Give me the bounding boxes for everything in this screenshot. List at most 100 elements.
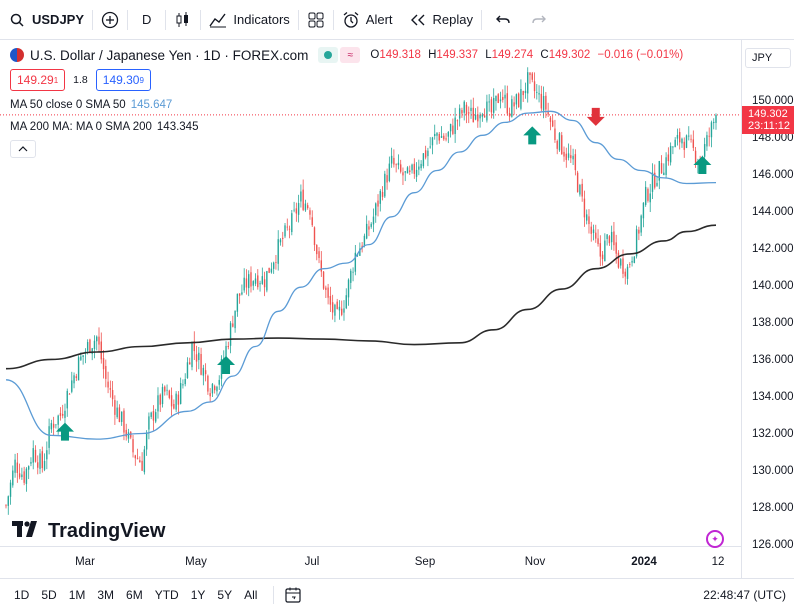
candle-up xyxy=(488,101,490,103)
candle-up xyxy=(640,215,642,233)
utc-clock[interactable]: 22:48:47 (UTC) xyxy=(703,588,786,602)
candle-down xyxy=(164,386,166,392)
toolbar-divider xyxy=(200,9,202,30)
chart-type-button[interactable] xyxy=(166,0,200,40)
candle-up xyxy=(631,260,633,263)
candle-up xyxy=(297,203,300,215)
toolbar-divider xyxy=(297,9,299,30)
candle-down xyxy=(399,164,402,172)
range-ytd[interactable]: YTD xyxy=(154,588,179,602)
alert-button[interactable]: Alert xyxy=(334,0,401,40)
candle-up xyxy=(649,193,651,203)
interval-button[interactable]: D xyxy=(128,0,165,40)
buy-button[interactable]: 149.30 9 xyxy=(95,69,151,91)
price-tick: 132.000 xyxy=(752,428,794,441)
range-1y[interactable]: 1Y xyxy=(190,588,206,602)
candle-down xyxy=(588,216,590,225)
replay-button[interactable]: Replay xyxy=(401,0,481,40)
symbol-search[interactable]: USDJPY xyxy=(0,0,92,40)
candle-down xyxy=(306,205,309,209)
candle-up xyxy=(234,310,236,329)
time-tick: Mar xyxy=(75,556,95,568)
candle-up xyxy=(345,295,347,309)
time-tick: May xyxy=(185,556,207,568)
candle-up xyxy=(304,203,307,211)
candle-down xyxy=(617,252,620,268)
candle-up xyxy=(710,122,713,138)
sell-button[interactable]: 149.29 1 xyxy=(10,69,66,91)
candle-down xyxy=(472,107,474,123)
candle-up xyxy=(415,169,418,177)
candle-down xyxy=(368,226,370,230)
candle-up xyxy=(143,449,146,473)
candle-up xyxy=(148,416,150,430)
candle-up xyxy=(359,248,361,256)
undo-button[interactable] xyxy=(482,0,524,40)
candle-down xyxy=(409,170,411,172)
low-value: 149.274 xyxy=(491,49,534,61)
candle-up xyxy=(422,153,425,167)
candle-up xyxy=(120,411,123,422)
market-open-icon[interactable] xyxy=(318,47,339,63)
currency-button[interactable]: JPY xyxy=(745,48,791,68)
candle-up xyxy=(515,94,518,105)
range-5d[interactable]: 5D xyxy=(41,588,57,602)
candle-up xyxy=(96,336,98,342)
candle-down xyxy=(329,296,332,305)
price-chart[interactable] xyxy=(0,40,741,546)
price-scale[interactable]: JPY 126.000 128.000 130.000 132.000 134.000 1… xyxy=(741,40,794,578)
high-label: H xyxy=(428,49,437,61)
candle-up xyxy=(375,203,377,216)
ma50-legend[interactable]: MA 50 close 0 SMA 50 145.647 xyxy=(10,96,683,114)
sell-signal-arrow[interactable] xyxy=(586,107,605,126)
layouts-button[interactable] xyxy=(299,0,333,40)
symbol-title[interactable]: U.S. Dollar / Japanese Yen · 1D · FOREX.… xyxy=(30,47,309,63)
alarm-clock-icon xyxy=(342,11,360,29)
magic-wand-icon[interactable]: ✦ xyxy=(706,530,724,548)
redo-button[interactable] xyxy=(524,0,554,40)
indicators-button[interactable]: Indicators xyxy=(201,0,297,40)
buy-signal-arrow[interactable] xyxy=(523,126,542,145)
data-feed-icon[interactable]: ≈ xyxy=(340,47,361,63)
candle-down xyxy=(502,96,504,100)
ma200-legend[interactable]: MA 200 MA: MA 0 SMA 200 143.345 xyxy=(10,118,683,136)
buy-signal-arrow[interactable] xyxy=(693,155,712,174)
candle-up xyxy=(248,274,250,289)
candle-up xyxy=(211,383,214,394)
indicators-label: Indicators xyxy=(233,12,290,27)
range-5y[interactable]: 5Y xyxy=(217,588,233,602)
range-1d[interactable]: 1D xyxy=(14,588,30,602)
collapse-legend-button[interactable] xyxy=(10,140,36,158)
goto-date-button[interactable] xyxy=(284,586,302,604)
candle-down xyxy=(327,287,329,298)
buy-signal-arrow[interactable] xyxy=(55,422,74,441)
candle-up xyxy=(642,202,645,219)
candle-down xyxy=(141,460,143,471)
candle-down xyxy=(213,386,216,391)
time-scale[interactable]: Mar May Jul Sep Nov 2024 12 xyxy=(0,546,741,578)
candle-down xyxy=(41,451,43,469)
candle-down xyxy=(679,132,681,143)
candle-down xyxy=(583,198,586,218)
candle-up xyxy=(284,225,286,237)
tv-logo-icon xyxy=(12,520,42,543)
price-tick: 134.000 xyxy=(752,391,794,404)
candle-down xyxy=(288,228,291,230)
candle-up xyxy=(261,276,264,284)
compare-button[interactable] xyxy=(93,0,127,40)
candle-down xyxy=(286,226,288,228)
range-6m[interactable]: 6M xyxy=(126,588,143,602)
tradingview-logo[interactable]: TradingView xyxy=(12,520,165,543)
range-3m[interactable]: 3M xyxy=(97,588,115,602)
candle-up xyxy=(48,426,50,448)
range-1m[interactable]: 1M xyxy=(68,588,86,602)
range-all[interactable]: All xyxy=(244,588,258,602)
buy-signal-arrow[interactable] xyxy=(217,355,236,374)
candle-up xyxy=(626,266,629,279)
candle-down xyxy=(189,362,191,365)
ma50-line xyxy=(5,110,717,440)
candle-down xyxy=(193,341,195,352)
candle-down xyxy=(109,388,112,390)
candle-up xyxy=(82,355,84,357)
candle-up xyxy=(354,252,357,272)
